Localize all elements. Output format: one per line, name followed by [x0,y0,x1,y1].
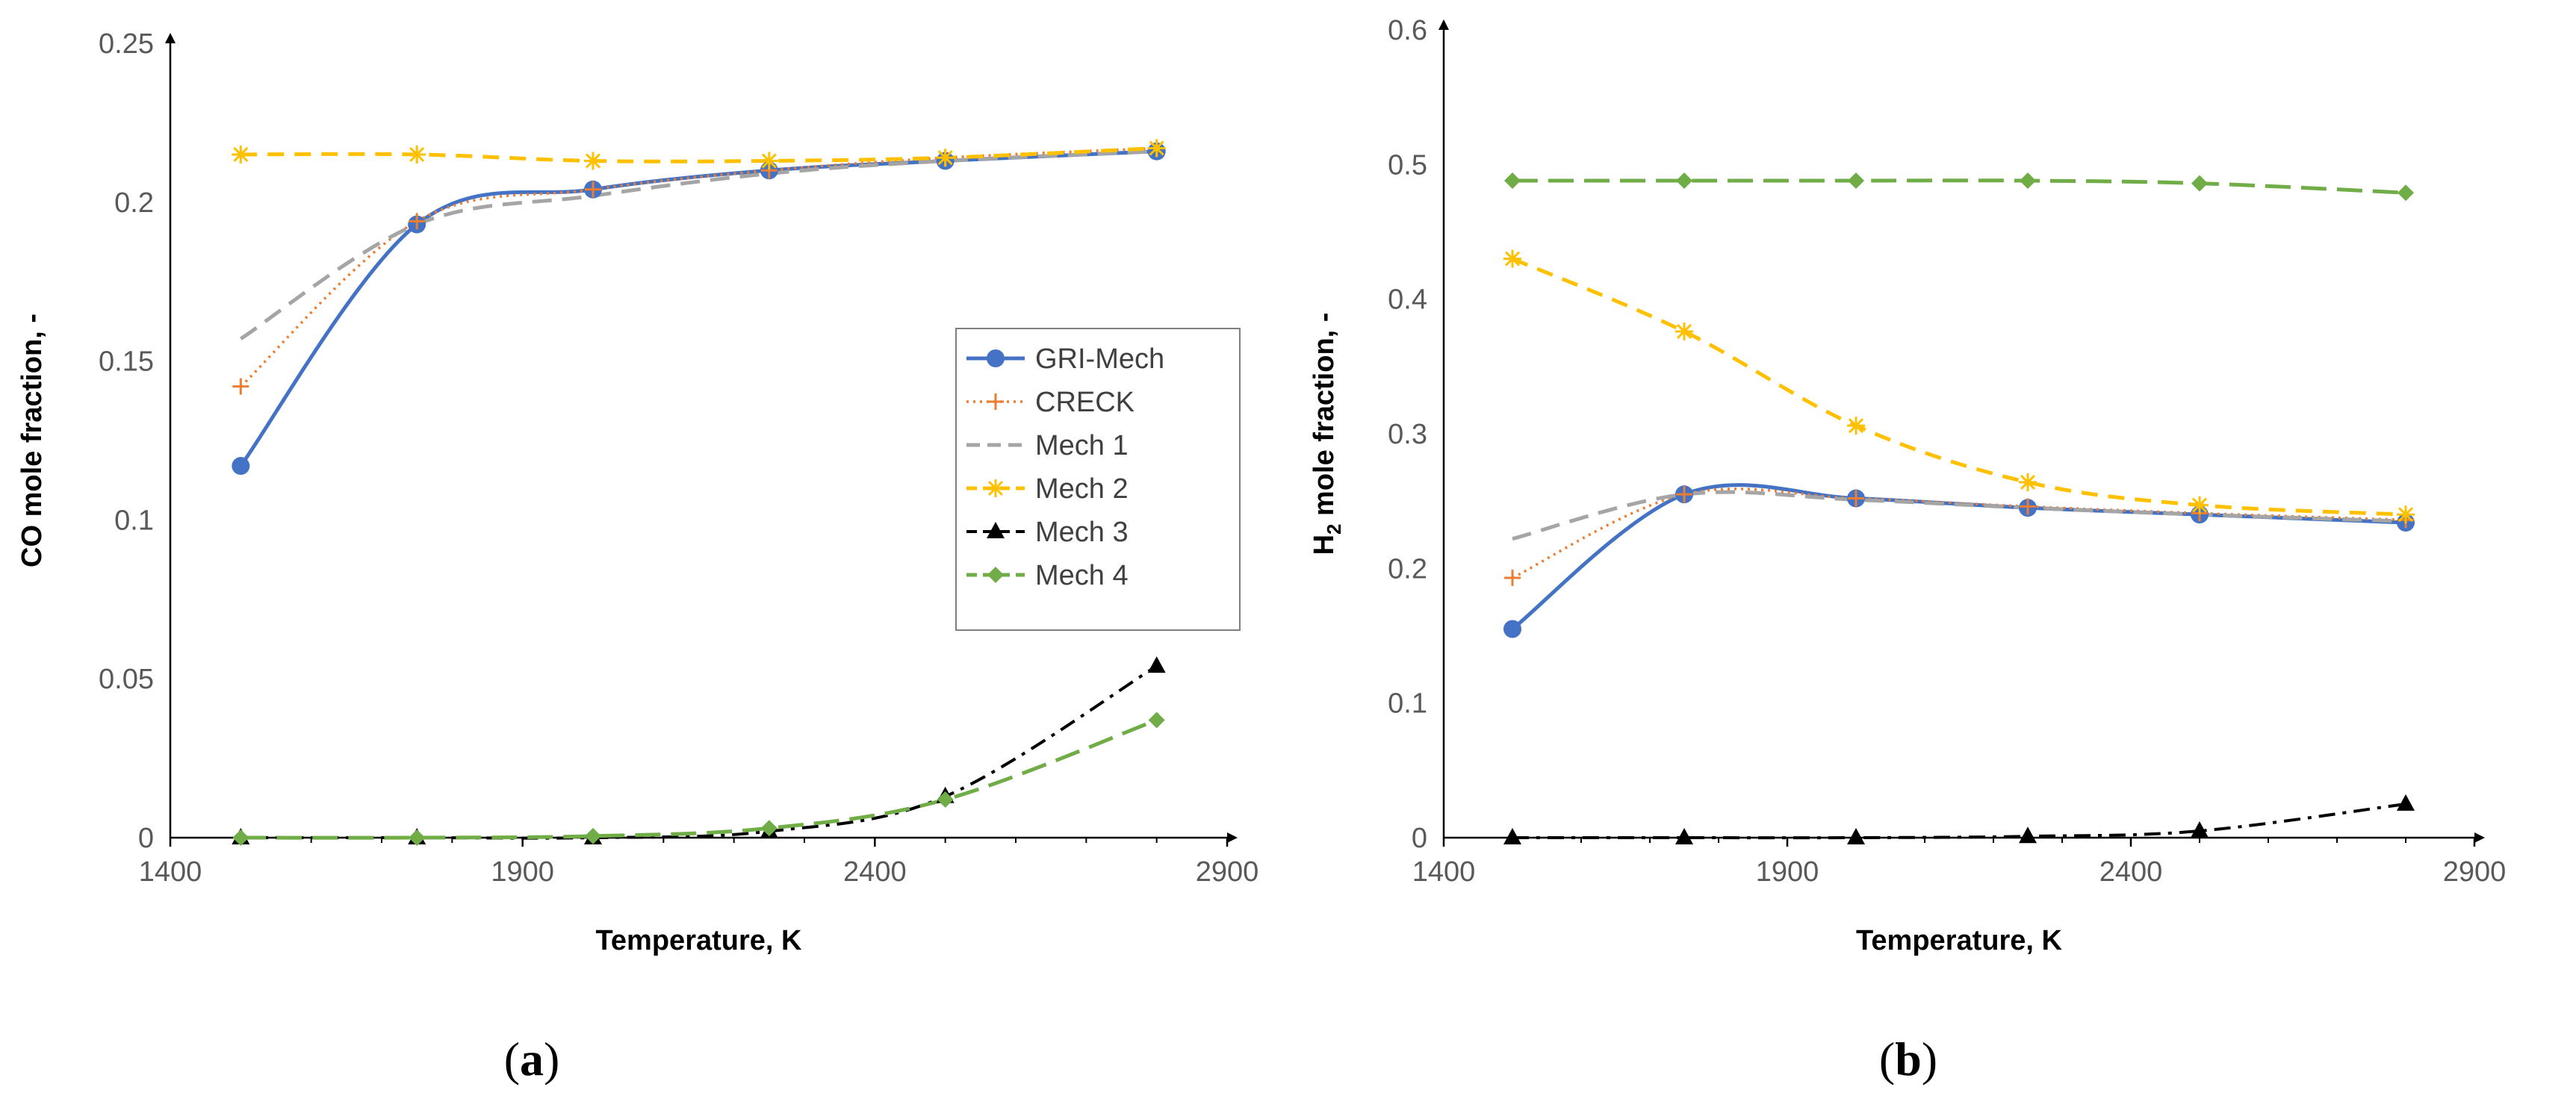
panel-a-point-mech-2 [1147,139,1166,158]
panel-a-point-mech-2 [936,149,955,167]
panel-a-label: (a) [504,1033,560,1086]
panel-b-point-mech-3 [2397,794,2415,811]
panel-a-point-creck [232,378,249,395]
panel-b-y-tick-label: 0.6 [1388,15,1427,46]
panel-b-point-mech-4 [2397,184,2414,202]
panel-b-y-axis-arrow [1438,19,1449,30]
panel-a-legend-marker-creck [987,393,1004,410]
panel-b-line-mech-4 [1512,178,2406,195]
panel-b-point-mech-2 [2397,505,2415,524]
panel-b-point-mech-2 [2019,473,2037,491]
panel-a-y-tick-label: 0.25 [99,28,154,60]
panel-a-legend-label-creck: CRECK [1035,387,1135,418]
panel-a-y-axis-title: CO mole fraction, - [16,314,48,567]
panel-a-line-mech-3 [240,664,1158,840]
panel-b-point-mech-3 [1675,828,1693,844]
panel-a-point-creck [409,213,426,230]
panel-a-point-mech-2 [408,145,426,164]
panel-b-point-mech-3 [1503,828,1521,844]
panel-a-legend-label-gri-mech: GRI-Mech [1035,343,1164,375]
panel-a-line-mech-1 [239,149,1157,340]
panel-b-point-mech-4 [1848,172,1864,189]
panel-b-point-mech-2 [2191,496,2209,514]
panel-b-x-tick-label: 2400 [2099,856,2163,888]
panel-a-y-tick-label: 0.15 [99,346,154,378]
panel-b-y-tick-label: 0.1 [1388,688,1427,720]
panel-a-y-tick-label: 0.1 [114,505,154,536]
panel-a-point-mech-4 [232,829,249,846]
panel-b-x-axis-title: Temperature, K [1856,925,2062,956]
panel-b-y-tick-label: 0 [1412,823,1427,854]
panel-b-point-mech-4 [2020,172,2036,189]
panel-a-legend-box [955,328,1241,631]
panel-b-point-mech-2 [1503,249,1521,268]
panel-b-point-mech-4 [1504,172,1521,189]
panel-b-y-tick-label: 0.4 [1388,284,1427,316]
panel-a-x-axis-arrow [1227,832,1238,843]
panel-b-point-mech-2 [1675,322,1693,340]
panel-a-y-axis-arrow [165,33,176,43]
panel-b-x-tick-label: 1900 [1756,856,1819,888]
panel-a-x-tick-label: 2900 [1196,856,1259,888]
panel-a-legend-label-mech-4: Mech 4 [1035,560,1129,591]
panel-b-line-mech-3 [1512,802,2406,840]
panel-a-point-mech-2 [584,152,602,170]
panel-a-legend-marker-mech-4 [987,567,1004,583]
panel-a-legend-marker-gri-mech [987,349,1005,367]
panel-a-x-tick-label: 1400 [139,856,202,888]
panel-b-line-gri-mech [1511,483,2406,631]
panel-a-legend-label-mech-2: Mech 2 [1035,473,1129,505]
panel-b-y-axis-title: H2 mole fraction, - [1309,313,1345,555]
panel-b-x-axis-arrow [2474,832,2485,843]
panel-a-point-mech-4 [1148,712,1165,729]
panel-a-point-mech-4 [585,827,601,844]
panel-a-line-mech-2 [240,146,1157,164]
panel-b-x-tick-label: 1400 [1412,856,1476,888]
panel-b-point-mech-3 [2019,826,2037,844]
panel-b-y-tick-label: 0.5 [1388,149,1427,181]
panel-a-y-tick-label: 0 [138,823,154,854]
panel-b-line-mech-2 [1512,257,2406,517]
panel-a-legend-label-mech-1: Mech 1 [1035,430,1129,461]
panel-b-label: (b) [1879,1033,1937,1086]
panel-b-h2-chart: 1400 1900 2400 2900 0 0.1 0.2 0.3 0.4 0.5 0.6 Tempe… [1309,15,2506,1086]
panel-a-legend-marker-mech-2 [987,479,1005,497]
panel-a-point-mech-4 [937,791,954,808]
panel-a-point-gri-mech [232,457,250,476]
panel-a-x-axis-title: Temperature, K [596,925,802,956]
panel-a-x-tick-label: 1900 [491,856,554,888]
panel-b-point-mech-3 [1847,828,1865,844]
panel-a-y-tick-label: 0.05 [99,664,154,695]
panel-b-y-tick-label: 0.3 [1388,419,1427,450]
panel-b-x-tick-label: 2900 [2443,856,2507,888]
panel-a-co-chart: 1400 1900 2400 2900 0 0.05 0.1 0.15 0.2 0.25 Tempe… [16,28,1258,1086]
panel-a-legend-marker-mech-3 [987,522,1005,538]
panel-a-point-mech-4 [409,829,426,846]
panel-b-point-mech-4 [1676,172,1692,189]
panel-a-y-tick-label: 0.2 [114,187,154,219]
panel-a-point-creck [585,181,601,198]
panel-b-point-creck [1676,486,1692,503]
panel-a-x-tick-label: 2400 [843,856,907,888]
panel-b-point-mech-4 [2191,175,2208,192]
panel-a-point-mech-2 [760,152,778,170]
panel-a-point-mech-2 [232,145,250,164]
panel-b-point-creck [1848,490,1864,507]
panel-b-point-gri-mech [1503,620,1521,638]
panel-b-point-mech-3 [2191,821,2209,838]
panel-a-legend: GRI-Mech CRECK Mech 1 Mech 2 Mech 3 Mech 4 [955,328,1241,631]
panel-b-point-mech-2 [1847,417,1865,435]
panel-a-legend-label-mech-3: Mech 3 [1035,517,1129,548]
panel-b-point-creck [1504,569,1521,586]
panel-b-line-mech-1 [1512,490,2406,541]
panel-b-y-tick-label: 0.2 [1388,553,1427,585]
panel-a-line-mech-4 [240,718,1158,840]
panel-b-point-creck [2020,498,2036,515]
panel-a-point-mech-3 [1147,656,1166,673]
panel-a-point-mech-4 [760,820,778,837]
